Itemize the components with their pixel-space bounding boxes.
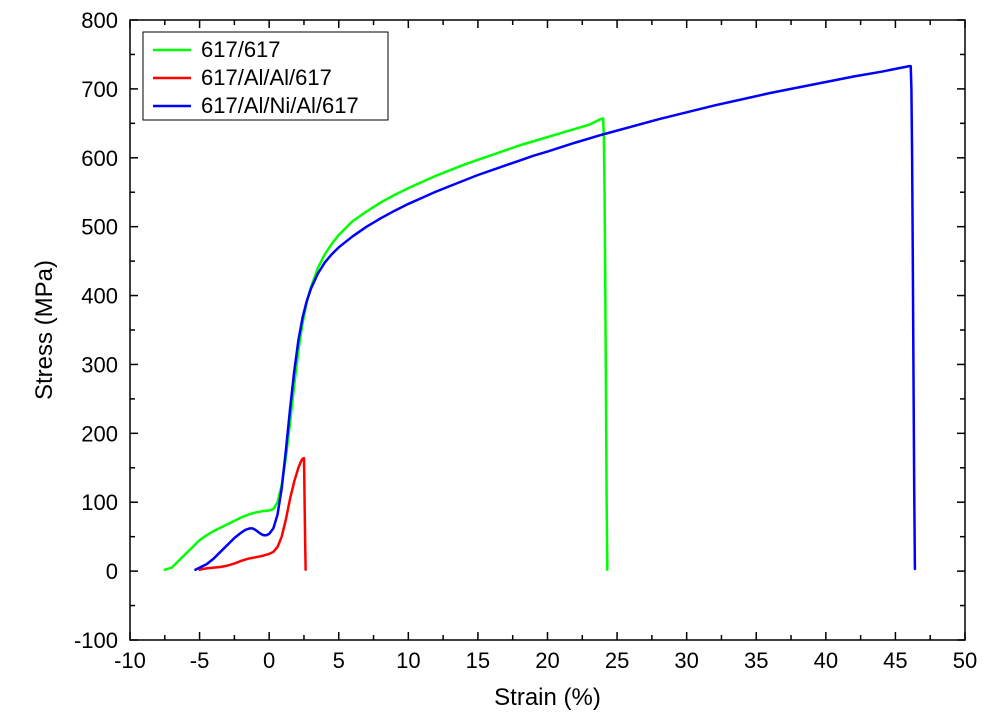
ytick-label: 400: [81, 284, 118, 309]
xtick-label: 10: [396, 648, 420, 673]
y-axis-label: Stress (MPa): [31, 260, 58, 400]
ytick-label: 500: [81, 215, 118, 240]
xtick-label: -10: [114, 648, 146, 673]
xtick-label: 0: [263, 648, 275, 673]
ytick-label: 0: [106, 559, 118, 584]
legend-label: 617/Al/Al/617: [201, 65, 332, 90]
chart-svg: -10 -5 0 5 10 15 20 25 30 35 40 45 50 -100 0 100 200 300 4…: [0, 0, 999, 728]
xtick-label: 50: [953, 648, 977, 673]
xtick-label: 40: [814, 648, 838, 673]
xtick-label: 45: [883, 648, 907, 673]
ytick-label: 800: [81, 8, 118, 33]
xtick-label: 35: [744, 648, 768, 673]
xtick-label: 5: [333, 648, 345, 673]
xtick-label: 30: [674, 648, 698, 673]
x-axis-label: Strain (%): [494, 684, 601, 711]
xtick-label: 15: [466, 648, 490, 673]
stress-strain-chart: -10 -5 0 5 10 15 20 25 30 35 40 45 50 -100 0 100 200 300 4…: [0, 0, 999, 728]
ytick-label: 300: [81, 352, 118, 377]
ytick-label: 600: [81, 146, 118, 171]
ytick-label: -100: [74, 628, 118, 653]
ytick-label: 700: [81, 77, 118, 102]
ytick-label: 100: [81, 490, 118, 515]
xtick-label: 25: [605, 648, 629, 673]
legend-label: 617/617: [201, 37, 281, 62]
ytick-label: 200: [81, 421, 118, 446]
xtick-label: 20: [535, 648, 559, 673]
legend-label: 617/Al/Ni/Al/617: [201, 93, 359, 118]
xtick-label: -5: [190, 648, 210, 673]
